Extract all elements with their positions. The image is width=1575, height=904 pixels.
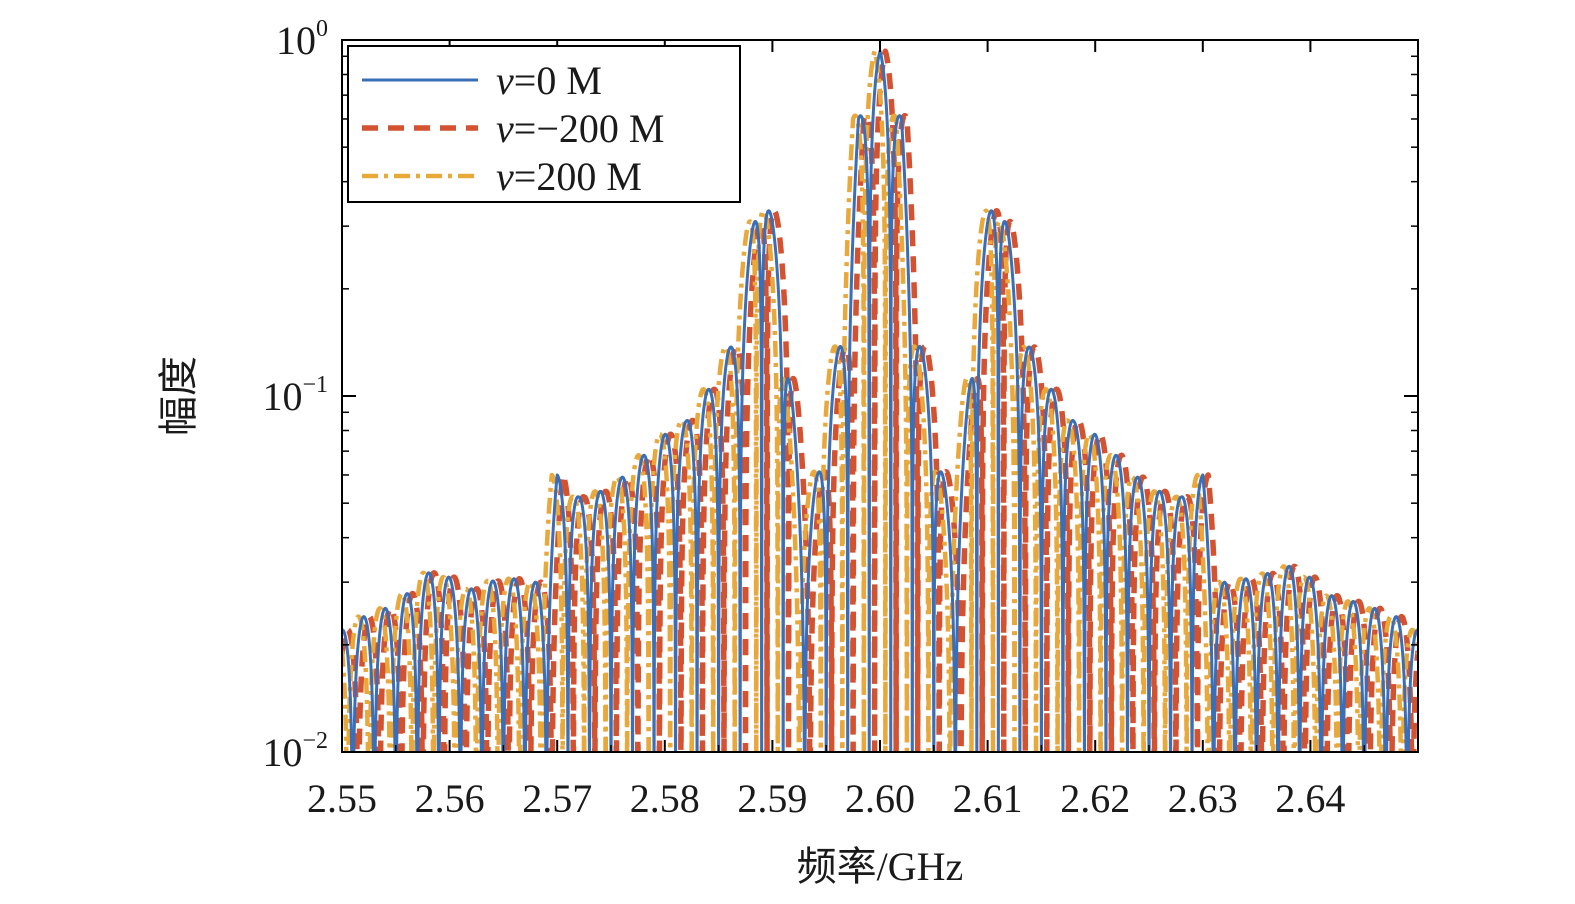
x-ticks: 2.55 2.56 2.57 2.58 2.59 2.60 2.61 2.62 2.63 2.64 bbox=[307, 40, 1365, 821]
x-tick-label: 2.57 bbox=[522, 776, 592, 821]
x-tick-label: 2.59 bbox=[737, 776, 807, 821]
legend-box bbox=[347, 45, 741, 203]
series-line bbox=[342, 48, 1418, 752]
x-axis-title: 频率/GHz bbox=[797, 844, 964, 889]
y-ticks: 100 10−1 10−2 bbox=[262, 16, 1418, 775]
x-tick-label: 2.61 bbox=[953, 776, 1023, 821]
legend-label: v=−200 M bbox=[496, 106, 664, 151]
legend-label: v=200 M bbox=[496, 154, 642, 199]
x-tick-label: 2.55 bbox=[307, 776, 377, 821]
y-tick-label: 10−1 bbox=[262, 372, 328, 419]
legend: v=0 Mv=−200 Mv=200 M bbox=[347, 45, 741, 203]
x-tick-label: 2.62 bbox=[1060, 776, 1130, 821]
x-tick-label: 2.64 bbox=[1275, 776, 1345, 821]
x-tick-label: 2.60 bbox=[845, 776, 915, 821]
x-tick-label: 2.58 bbox=[630, 776, 700, 821]
y-axis-title: 幅度 bbox=[156, 356, 201, 436]
y-tick-label: 100 bbox=[276, 16, 328, 63]
y-tick-label: 10−2 bbox=[262, 728, 328, 775]
x-tick-label: 2.63 bbox=[1168, 776, 1238, 821]
x-tick-label: 2.56 bbox=[415, 776, 485, 821]
legend-label: v=0 M bbox=[496, 58, 602, 103]
